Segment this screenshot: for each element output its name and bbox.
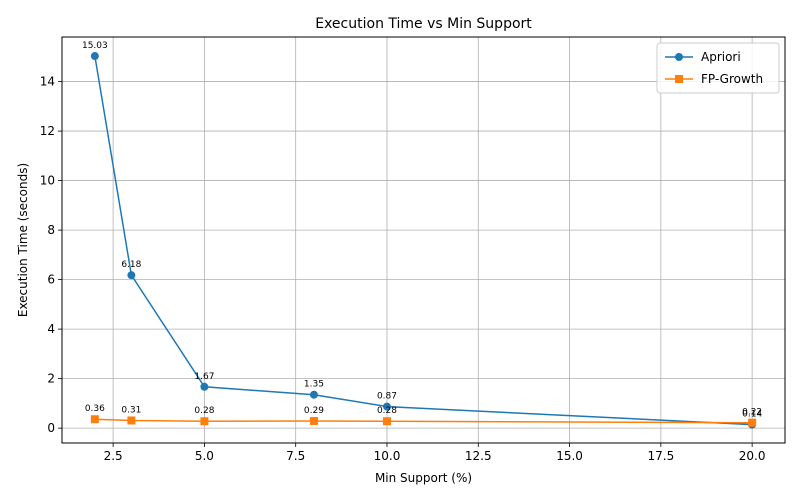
- chart-title: Execution Time vs Min Support: [315, 16, 532, 32]
- x-tick-label: 2.5: [104, 449, 123, 463]
- x-tick-label: 5.0: [195, 449, 214, 463]
- fp-growth-point: [127, 416, 136, 425]
- axis-ticks: 2.5 5.0 7.5 10.0 12.5 15.0 17.5 20.0 0 2 4 6 8 10 12 14: [40, 75, 766, 463]
- apriori-legend-marker: [675, 53, 683, 61]
- x-tick-label: 17.5: [647, 449, 674, 463]
- fp-growth-data-label: 0.28: [194, 406, 214, 416]
- x-tick-label: 12.5: [465, 449, 492, 463]
- y-tick-label: 2: [47, 372, 55, 386]
- apriori-series-line: [94, 55, 753, 426]
- fp-growth-data-label: 0.36: [85, 404, 105, 414]
- apriori-point: [127, 271, 136, 280]
- x-tick-label: 20.0: [739, 449, 766, 463]
- fp-growth-series-line: [94, 418, 753, 424]
- fp-growth-data-label: 0.29: [304, 406, 324, 416]
- fp-growth-legend-marker: [675, 75, 683, 83]
- apriori-point: [200, 382, 209, 391]
- fp-growth-legend-label: FP-Growth: [701, 72, 763, 86]
- y-tick-label: 6: [47, 273, 55, 287]
- fp-growth-point: [748, 418, 757, 427]
- legend: Apriori FP-Growth: [656, 42, 780, 94]
- legend-box: [656, 42, 780, 94]
- plot-frame: [61, 36, 786, 444]
- data-labels: 15.03 6.18 1.67 1.35 0.87 0.14 0.36 0.31 0.28 0.2…: [82, 41, 762, 420]
- y-tick-label: 14: [40, 75, 55, 89]
- apriori-point: [382, 402, 391, 411]
- y-tick-label: 12: [40, 124, 55, 138]
- apriori-data-label: 15.03: [82, 41, 108, 51]
- apriori-point: [90, 52, 99, 61]
- apriori-data-label: 1.35: [304, 380, 324, 390]
- grid-lines: [62, 37, 785, 443]
- x-tick-label: 15.0: [556, 449, 583, 463]
- y-tick-label: 8: [47, 223, 55, 237]
- fp-growth-point: [382, 417, 391, 426]
- y-tick-label: 0: [47, 421, 55, 435]
- x-tick-label: 7.5: [286, 449, 305, 463]
- series-layer: [90, 52, 757, 429]
- fp-growth-point: [200, 417, 209, 426]
- y-tick-label: 10: [40, 174, 55, 188]
- y-axis-label: Execution Time (seconds): [16, 163, 30, 317]
- y-tick-label: 4: [47, 322, 55, 336]
- fp-growth-point: [90, 415, 99, 424]
- x-tick-label: 10.0: [374, 449, 401, 463]
- fp-growth-data-label: 0.22: [742, 408, 762, 418]
- apriori-data-label: 0.14: [742, 410, 762, 420]
- apriori-legend-label: Apriori: [701, 50, 741, 64]
- apriori-data-label: 0.87: [377, 392, 397, 402]
- apriori-data-label: 1.67: [194, 372, 214, 382]
- fp-growth-data-label: 0.31: [121, 405, 141, 415]
- x-axis-label: Min Support (%): [375, 471, 472, 485]
- fp-growth-point: [309, 416, 318, 425]
- apriori-data-label: 6.18: [121, 260, 141, 270]
- apriori-point: [309, 390, 318, 399]
- fp-growth-data-label: 0.28: [377, 406, 397, 416]
